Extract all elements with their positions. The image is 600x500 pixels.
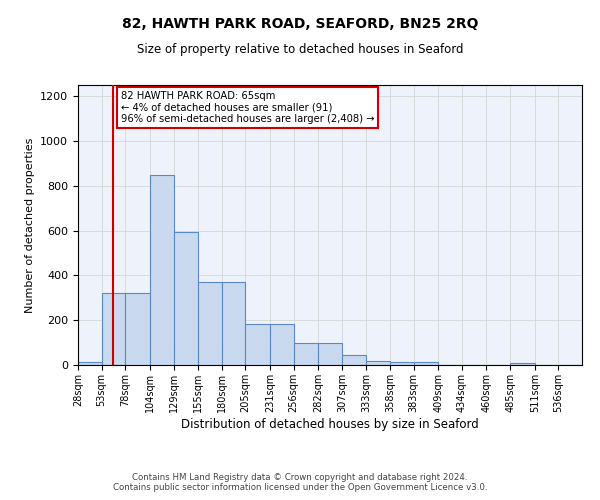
Bar [413,362,438,365]
Bar [125,294,150,365]
Bar [198,282,222,365]
Text: Contains HM Land Registry data © Crown copyright and database right 2024.
Contai: Contains HM Land Registry data © Crown c… [113,473,487,492]
Bar [510,363,535,365]
Bar [78,362,101,365]
Bar [390,362,413,365]
Bar [293,342,318,365]
Bar [342,355,367,365]
Bar [150,174,173,365]
Bar [101,294,125,365]
Bar [367,360,390,365]
Bar [318,342,342,365]
Bar [173,232,198,365]
X-axis label: Distribution of detached houses by size in Seaford: Distribution of detached houses by size … [181,418,479,430]
Text: 82, HAWTH PARK ROAD, SEAFORD, BN25 2RQ: 82, HAWTH PARK ROAD, SEAFORD, BN25 2RQ [122,18,478,32]
Bar [245,324,270,365]
Text: 82 HAWTH PARK ROAD: 65sqm
← 4% of detached houses are smaller (91)
96% of semi-d: 82 HAWTH PARK ROAD: 65sqm ← 4% of detach… [121,90,374,124]
Bar [270,324,293,365]
Bar [222,282,245,365]
Y-axis label: Number of detached properties: Number of detached properties [25,138,35,312]
Text: Size of property relative to detached houses in Seaford: Size of property relative to detached ho… [137,42,463,56]
